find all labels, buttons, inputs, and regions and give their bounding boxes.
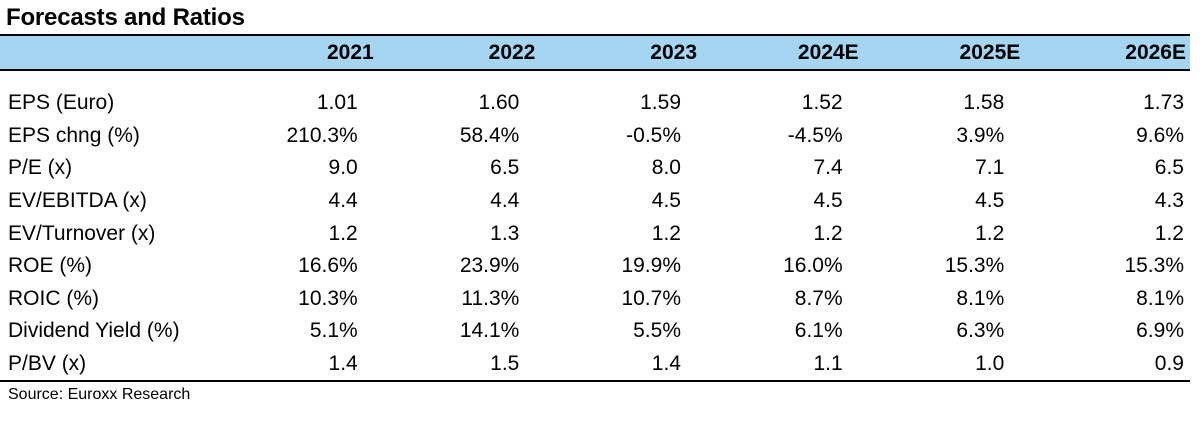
table-cell: 6.1% <box>794 319 843 343</box>
table-cell: 8.1% <box>1136 286 1184 310</box>
table-row: ROIC (%) 10.3% 11.3% 10.7% 8.7% 8.1% 8.1% <box>0 283 1190 316</box>
row-label: EPS (Euro) <box>8 91 115 115</box>
table-cell: 1.01 <box>316 91 358 115</box>
column-header-label <box>0 34 221 71</box>
table-cell: 4.4 <box>490 189 520 213</box>
table-cell: 1.60 <box>478 91 520 115</box>
table-cell: 16.0% <box>783 254 843 278</box>
table-cell: 9.6% <box>1136 123 1184 147</box>
table-cell: 1.5 <box>381 347 544 383</box>
table-cell: 1.2 <box>1154 221 1184 245</box>
table-header-row: 2021 2022 2023 2024E 2025E 2026E <box>0 34 1190 71</box>
table-cell: 11.3% <box>461 286 520 310</box>
table-cell: 15.3% <box>944 254 1005 278</box>
table-cell: 14.1% <box>459 319 520 343</box>
table-cell: 1.4 <box>220 347 382 383</box>
forecasts-table-container: 2021 2022 2023 2024E 2025E 2026E EPS (Eu… <box>0 34 1190 383</box>
table-row: EV/Turnover (x) 1.2 1.3 1.2 1.2 1.2 1.2 <box>0 217 1190 250</box>
table-cell: 1.2 <box>813 221 843 245</box>
table-cell: 1.1 <box>705 347 867 383</box>
table-cell: 4.4 <box>328 189 358 213</box>
table-cell: 58.4% <box>459 123 520 147</box>
table-cell: 4.5 <box>813 189 843 213</box>
table-cell: -0.5% <box>626 123 681 147</box>
row-label: EV/Turnover (x) <box>8 221 156 245</box>
table-cell: 5.1% <box>309 319 358 343</box>
table-cell: 1.0 <box>866 347 1029 383</box>
table-cell: 1.2 <box>651 221 681 245</box>
table-cell: -4.5% <box>787 123 843 147</box>
forecasts-table: 2021 2022 2023 2024E 2025E 2026E EPS (Eu… <box>0 34 1190 383</box>
table-row: EV/EBITDA (x) 4.4 4.4 4.5 4.5 4.5 4.3 <box>0 185 1190 218</box>
table-cell: 8.7% <box>794 286 843 310</box>
row-label: P/BV (x) <box>0 347 221 383</box>
table-cell: 9.0 <box>328 156 358 180</box>
table-cell: 8.1% <box>956 286 1005 310</box>
table-cell: 1.73 <box>1143 91 1184 115</box>
table-row: ROE (%) 16.6% 23.9% 19.9% 16.0% 15.3% 15.3% <box>0 250 1190 283</box>
table-cell: 7.1 <box>975 156 1005 180</box>
table-cell: 4.5 <box>975 189 1005 213</box>
table-cell: 1.59 <box>640 91 681 115</box>
table-cell: 1.4 <box>543 347 705 383</box>
table-cell: 8.0 <box>651 156 681 180</box>
row-label: P/E (x) <box>8 156 73 180</box>
table-cell: 6.3% <box>956 319 1005 343</box>
page-title: Forecasts and Ratios <box>6 4 245 31</box>
table-cell: 4.3 <box>1154 189 1184 213</box>
table-cell: 6.5 <box>1154 156 1184 180</box>
table-cell: 10.3% <box>298 286 358 310</box>
column-header-2026e: 2026E <box>1028 34 1190 71</box>
table-row: P/E (x) 9.0 6.5 8.0 7.4 7.1 6.5 <box>0 152 1190 185</box>
row-label: Dividend Yield (%) <box>8 319 180 343</box>
table-row: EPS (Euro) 1.01 1.60 1.59 1.52 1.58 1.73 <box>0 87 1190 120</box>
table-cell: 6.5 <box>490 156 520 180</box>
table-cell: 16.6% <box>298 254 358 278</box>
table-cell: 3.9% <box>956 123 1005 147</box>
table-cell: 1.2 <box>975 221 1005 245</box>
table-cell: 1.3 <box>490 221 520 245</box>
row-label: EPS chng (%) <box>8 123 140 147</box>
table-spacer-row <box>0 70 1190 87</box>
row-label: ROIC (%) <box>8 286 99 310</box>
table-cell: 210.3% <box>286 123 358 147</box>
table-cell: 19.9% <box>621 254 681 278</box>
table-cell: 0.9 <box>1028 347 1190 383</box>
table-row: Dividend Yield (%) 5.1% 14.1% 5.5% 6.1% 6.3% 6… <box>0 315 1190 348</box>
table-cell: 15.3% <box>1124 254 1184 278</box>
table-cell: 4.5 <box>651 189 681 213</box>
column-header-2025e: 2025E <box>866 34 1029 71</box>
source-note: Source: Euroxx Research <box>8 386 191 403</box>
table-cell: 1.58 <box>963 91 1005 115</box>
table-cell: 23.9% <box>459 254 520 278</box>
table-cell: 10.7% <box>621 286 681 310</box>
column-header-2021: 2021 <box>220 34 382 71</box>
column-header-2022: 2022 <box>381 34 544 71</box>
table-row: P/BV (x) 1.4 1.5 1.4 1.1 1.0 0.9 <box>0 347 1190 383</box>
table-cell: 7.4 <box>813 156 843 180</box>
table-cell: 1.2 <box>328 221 358 245</box>
table-cell: 6.9% <box>1136 319 1184 343</box>
column-header-2023: 2023 <box>543 34 705 71</box>
table-row: EPS chng (%) 210.3% 58.4% -0.5% -4.5% 3.9% 9.6… <box>0 120 1190 153</box>
column-header-2024e: 2024E <box>705 34 867 71</box>
table-cell: 5.5% <box>633 319 681 343</box>
row-label: ROE (%) <box>8 254 92 278</box>
table-body: EPS (Euro) 1.01 1.60 1.59 1.52 1.58 1.73 EPS ch… <box>0 70 1190 383</box>
table-cell: 1.52 <box>801 91 843 115</box>
row-label: EV/EBITDA (x) <box>8 189 147 213</box>
